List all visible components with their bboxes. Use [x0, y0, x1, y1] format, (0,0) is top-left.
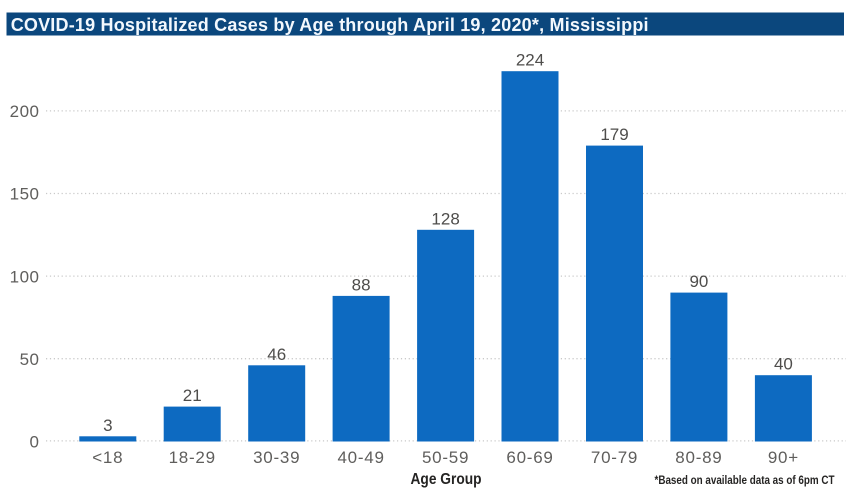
svg-text:70-79: 70-79	[591, 448, 638, 467]
svg-text:46: 46	[267, 345, 286, 364]
svg-text:200: 200	[10, 102, 40, 121]
svg-text:60-69: 60-69	[506, 448, 553, 467]
svg-text:21: 21	[183, 386, 202, 405]
svg-text:18-29: 18-29	[169, 448, 216, 467]
svg-text:50: 50	[20, 350, 40, 369]
svg-text:Age Group: Age Group	[411, 471, 482, 488]
svg-text:40-49: 40-49	[337, 448, 384, 467]
svg-text:90+: 90+	[768, 448, 799, 467]
svg-text:150: 150	[10, 185, 40, 204]
svg-text:100: 100	[10, 267, 40, 286]
svg-text:50-59: 50-59	[422, 448, 469, 467]
svg-text:90: 90	[689, 272, 708, 291]
svg-text:3: 3	[103, 416, 112, 435]
svg-text:179: 179	[600, 125, 628, 144]
svg-text:COVID-19 Hospitalized Cases by: COVID-19 Hospitalized Cases by Age throu…	[11, 15, 649, 35]
svg-text:30-39: 30-39	[253, 448, 300, 467]
svg-text:40: 40	[774, 355, 793, 374]
svg-text:<18: <18	[92, 448, 123, 467]
svg-text:88: 88	[352, 275, 371, 294]
svg-text:224: 224	[516, 51, 544, 70]
svg-text:*Based on available data as of: *Based on available data as of 6pm CT	[655, 473, 835, 487]
svg-text:80-89: 80-89	[675, 448, 722, 467]
svg-text:0: 0	[30, 433, 40, 452]
svg-text:128: 128	[431, 209, 459, 228]
